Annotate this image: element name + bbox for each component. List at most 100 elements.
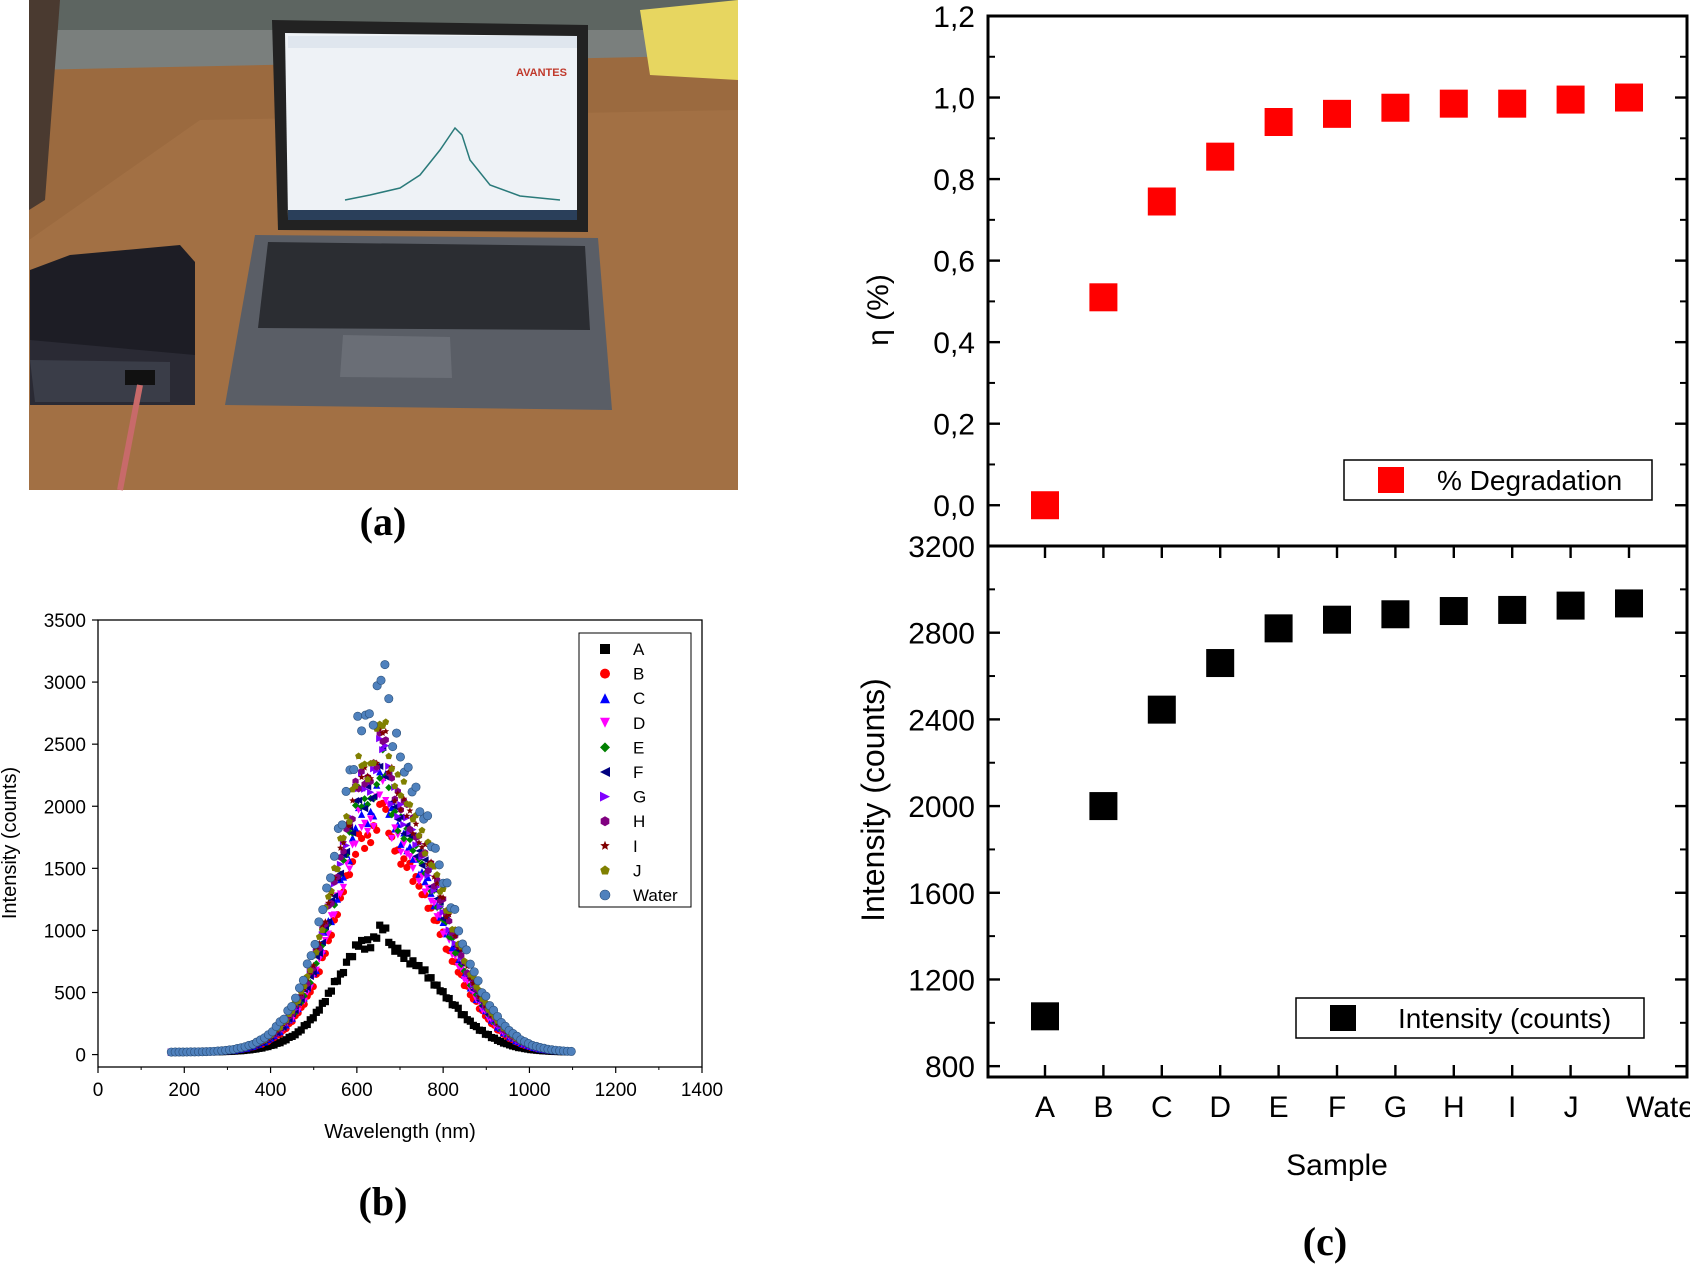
- spectrum-point: [409, 957, 417, 965]
- spectrum-point: [361, 764, 369, 771]
- spectrum-point: [469, 967, 479, 977]
- spectra-x-axis-label: Wavelength (nm): [324, 1121, 476, 1143]
- spectrum-point: [382, 736, 389, 744]
- spectrum-point: [351, 850, 360, 858]
- spectrum-point: [364, 936, 372, 944]
- spectra-y-tick-label: 500: [54, 984, 86, 1005]
- spectrum-point: [382, 805, 390, 813]
- intensity-point-a: [1031, 1002, 1059, 1031]
- degradation-point-e: [1264, 108, 1293, 136]
- spectrum-series-i: [167, 725, 574, 1055]
- spectrum-point: [337, 853, 344, 861]
- spectrum-point: [339, 873, 348, 881]
- spectrum-point: [333, 977, 342, 985]
- degradation-point-d: [1206, 142, 1235, 171]
- spectrum-point: [329, 851, 339, 861]
- spectrum-point: [361, 819, 369, 827]
- spectrum-point: [370, 792, 378, 801]
- spectrum-point: [353, 711, 363, 721]
- spectrum-point: [361, 760, 369, 768]
- intensity-x-tick-label: I: [1508, 1091, 1516, 1124]
- spectrum-point: [324, 899, 332, 906]
- spectra-legend-label: D: [633, 714, 645, 733]
- degradation-legend-marker: [1378, 467, 1404, 493]
- spectra-legend-label: Water: [633, 886, 678, 905]
- spectrum-point: [355, 752, 363, 759]
- spectrum-point: [336, 869, 345, 877]
- spectrum-point: [324, 893, 332, 900]
- spectrum-point: [376, 675, 386, 685]
- spectrum-point: [409, 864, 417, 873]
- intensity-point-b: [1089, 792, 1118, 821]
- spectrum-point: [314, 917, 324, 927]
- spectrum-point: [465, 959, 475, 969]
- intensity-point-i: [1498, 595, 1527, 624]
- spectrum-point: [391, 824, 399, 832]
- spectrum-point: [397, 800, 405, 809]
- spectra-legend-label: I: [633, 837, 638, 856]
- intensity-point-j: [1556, 591, 1585, 620]
- spectrum-point: [397, 806, 405, 813]
- spectra-y-tick-label: 2500: [44, 735, 86, 756]
- spectrum-point: [324, 930, 332, 938]
- spectrum-point: [364, 775, 372, 783]
- degradation-point-water: [1615, 83, 1643, 112]
- photo-brand-label: AVANTES: [516, 67, 567, 79]
- spectrum-point: [415, 882, 423, 890]
- spectrum-point: [421, 840, 429, 848]
- spectra-legend-marker: [600, 767, 610, 777]
- spectrum-point: [364, 827, 372, 836]
- intensity-y-axis-label: Intensity (counts): [855, 678, 891, 922]
- spectrum-series-c: [167, 768, 574, 1056]
- spectra-legend-marker: [600, 644, 610, 654]
- spectrum-point: [337, 820, 347, 830]
- spectrum-point: [364, 800, 372, 808]
- spectrum-point: [421, 966, 429, 974]
- intensity-x-tick-label: C: [1151, 1091, 1173, 1124]
- spectrum-point: [367, 838, 375, 847]
- spectrum-point: [367, 807, 375, 815]
- spectrum-point: [373, 826, 381, 834]
- spectrum-point: [303, 1020, 311, 1029]
- spectrum-point: [330, 911, 339, 919]
- spectrum-point: [433, 981, 441, 989]
- spectrum-point: [367, 815, 375, 823]
- intensity-point-h: [1439, 597, 1468, 626]
- spectra-legend-marker: [600, 816, 610, 827]
- spectrum-point: [394, 770, 402, 778]
- spectrum-point: [309, 961, 317, 969]
- spectra-legend-marker: [600, 693, 610, 704]
- spectrum-point: [364, 783, 372, 791]
- spectrum-point: [394, 812, 402, 820]
- spectrum-point: [341, 786, 351, 796]
- degradation-y-tick-label: 0,0: [933, 490, 975, 523]
- spectrum-series-water: [166, 660, 576, 1057]
- spectrum-point: [406, 853, 414, 861]
- spectrum-point: [382, 718, 390, 725]
- spectrum-point: [421, 878, 429, 886]
- spectrum-point: [380, 660, 390, 670]
- spectrum-point: [302, 959, 312, 969]
- spectrum-point: [349, 797, 356, 804]
- spectrum-point: [460, 1011, 468, 1019]
- degradation-point-a: [1031, 491, 1059, 520]
- spectrum-point: [298, 975, 308, 985]
- spectrum-point: [324, 917, 332, 926]
- intensity-point-e: [1264, 614, 1293, 643]
- spectrum-point: [473, 976, 483, 986]
- spectra-legend-marker: [600, 840, 610, 850]
- spectrum-point: [382, 727, 390, 735]
- spectra-y-tick-label: 3000: [44, 673, 86, 694]
- spectrum-point: [400, 795, 408, 802]
- degradation-legend: % Degradation: [1343, 459, 1653, 501]
- spectrum-point: [397, 813, 405, 821]
- spectrum-point: [448, 934, 456, 943]
- spectrum-point: [415, 961, 423, 970]
- degradation-chart: 0,0 0,2 0,4 0,6 0,8 1,0 1,2 η (%) % Degradatio…: [862, 1, 1689, 548]
- intensity-x-tick-label: E: [1269, 1091, 1289, 1124]
- intensity-x-tick-label: A: [1035, 1091, 1055, 1124]
- spectrum-point: [412, 820, 420, 827]
- spectrum-point: [339, 883, 348, 892]
- intensity-y-tick-label: 800: [925, 1051, 975, 1084]
- spectrum-point: [391, 797, 399, 804]
